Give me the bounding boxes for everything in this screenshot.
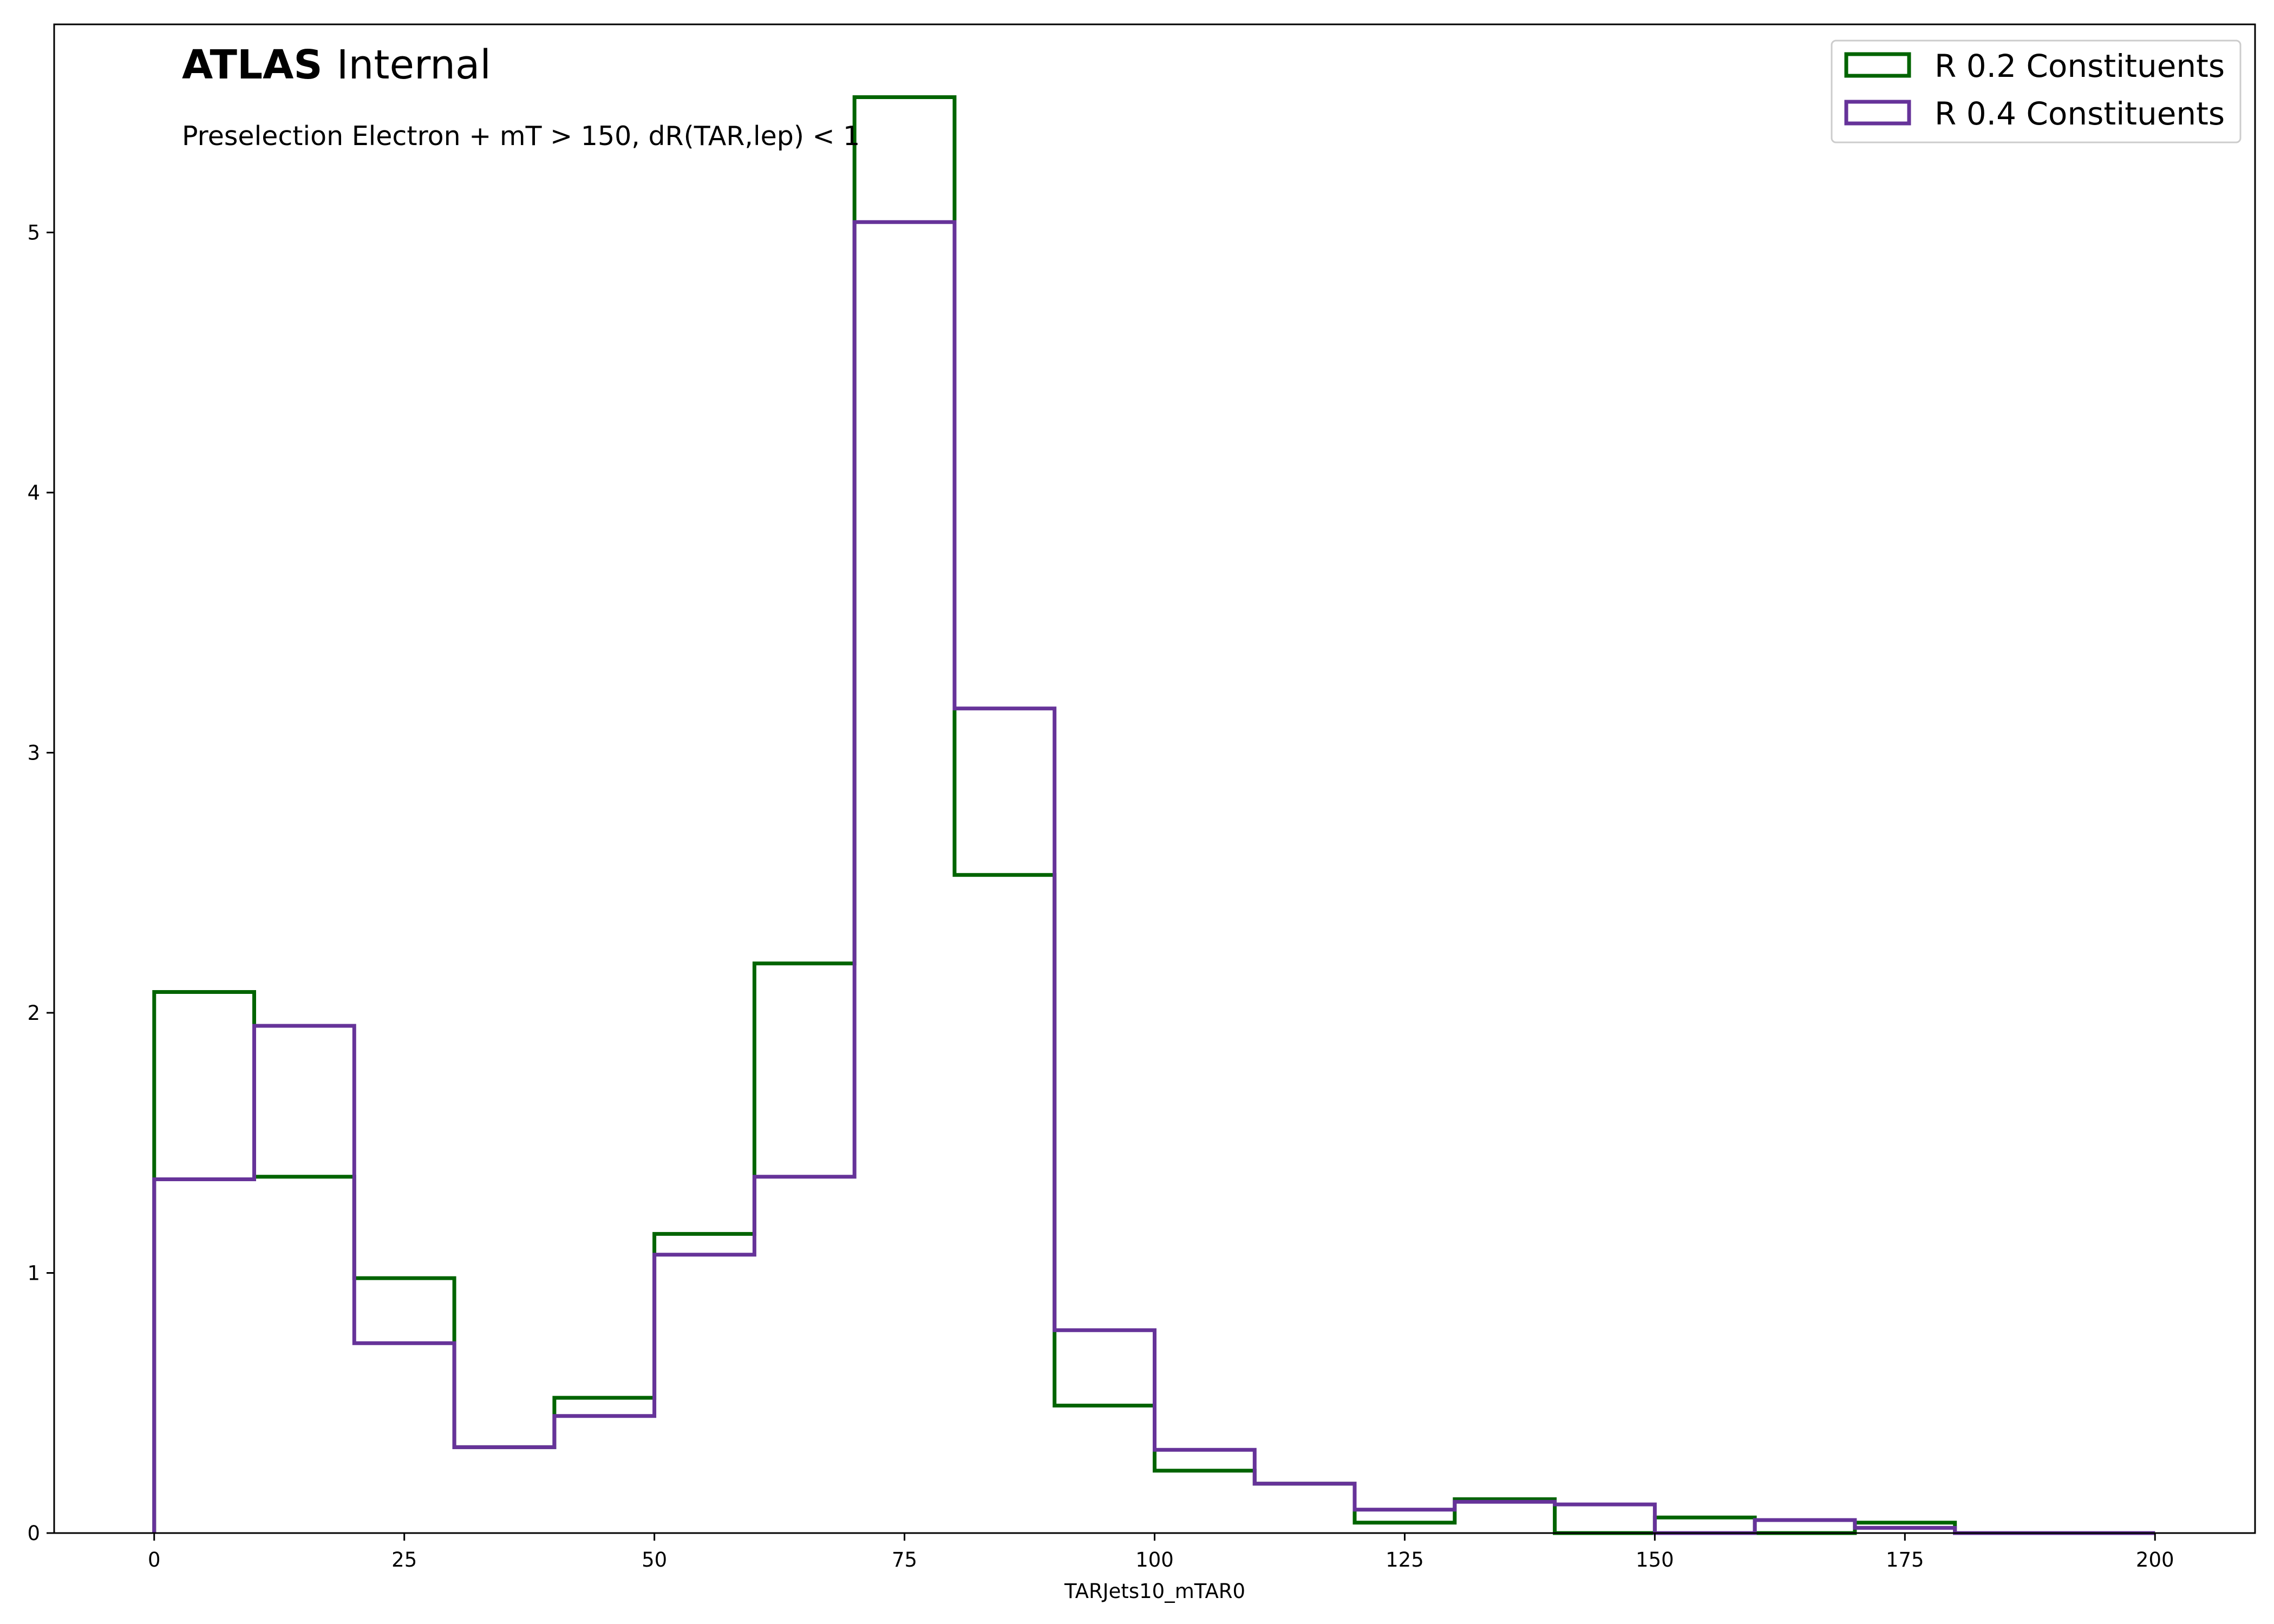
histogram-bin-series1-bin6 — [754, 1177, 854, 1533]
y-tick-label: 2 — [27, 1001, 40, 1025]
x-tick-label: 200 — [2136, 1548, 2174, 1571]
selection-subtitle: Preselection Electron + mT > 150, dR(TAR… — [182, 121, 860, 152]
x-tick-label: 150 — [1636, 1548, 1674, 1571]
y-tick-label: 4 — [27, 481, 40, 505]
histogram-bin-series1-bin14 — [1555, 1504, 1655, 1533]
histogram-bin-series1-bin8 — [955, 709, 1055, 1533]
y-tick-label: 0 — [27, 1522, 40, 1545]
legend-box — [1831, 40, 2242, 143]
histogram-bin-series1-bin11 — [1254, 1484, 1355, 1533]
histogram-bin-series0-bin15 — [1655, 1517, 1755, 1533]
histogram-bin-series1-bin1 — [254, 1026, 355, 1533]
atlas-label-bold: ATLAS — [182, 42, 323, 88]
y-axis-ticks: 0 1 2 3 4 5 — [27, 221, 54, 1545]
y-tick-label: 1 — [27, 1261, 40, 1285]
y-tick-label: 3 — [27, 741, 40, 764]
histogram-bin-series1-bin2 — [354, 1343, 454, 1533]
histogram-bin-series1-bin13 — [1455, 1502, 1555, 1533]
legend-label-r04: R 0.4 Constituents — [1935, 95, 2225, 132]
legend-swatch-r02 — [1844, 52, 1911, 78]
histogram-bin-series1-bin5 — [655, 1255, 755, 1533]
histogram-bin-series1-bin7 — [854, 222, 955, 1533]
atlas-label-internal: Internal — [337, 42, 491, 88]
x-tick-label: 75 — [892, 1548, 917, 1571]
histogram-bin-series1-bin3 — [454, 1447, 554, 1533]
legend-label-r02: R 0.2 Constituents — [1935, 48, 2225, 84]
legend-swatch-r04 — [1844, 100, 1911, 126]
x-axis-title: TARJets10_mTAR0 — [1064, 1580, 1245, 1603]
histogram-bin-series1-bin12 — [1355, 1510, 1455, 1533]
x-tick-label: 0 — [148, 1548, 161, 1571]
x-axis-ticks: 0 25 50 75 100 125 150 175 200 — [148, 1533, 2174, 1571]
histogram-bin-series1-bin4 — [554, 1416, 655, 1533]
plot-layer — [152, 95, 2155, 1535]
x-tick-label: 100 — [1135, 1548, 1174, 1571]
histogram-bin-series1-bin0 — [154, 1180, 254, 1534]
x-tick-label: 175 — [1886, 1548, 1924, 1571]
x-tick-label: 25 — [391, 1548, 417, 1571]
histogram-bin-series1-bin9 — [1055, 1330, 1155, 1533]
legend: R 0.2 Constituents R 0.4 Constituents — [1831, 40, 2242, 143]
histogram-bin-series1-bin16 — [1755, 1520, 1855, 1533]
atlas-label: ATLAS Internal — [182, 42, 491, 88]
series-line-r-0-4-constituents — [152, 220, 2155, 1535]
y-tick-label: 5 — [27, 221, 40, 244]
histogram-bin-series1-bin10 — [1155, 1450, 1255, 1533]
x-tick-label: 125 — [1386, 1548, 1424, 1571]
x-tick-label: 50 — [642, 1548, 667, 1571]
